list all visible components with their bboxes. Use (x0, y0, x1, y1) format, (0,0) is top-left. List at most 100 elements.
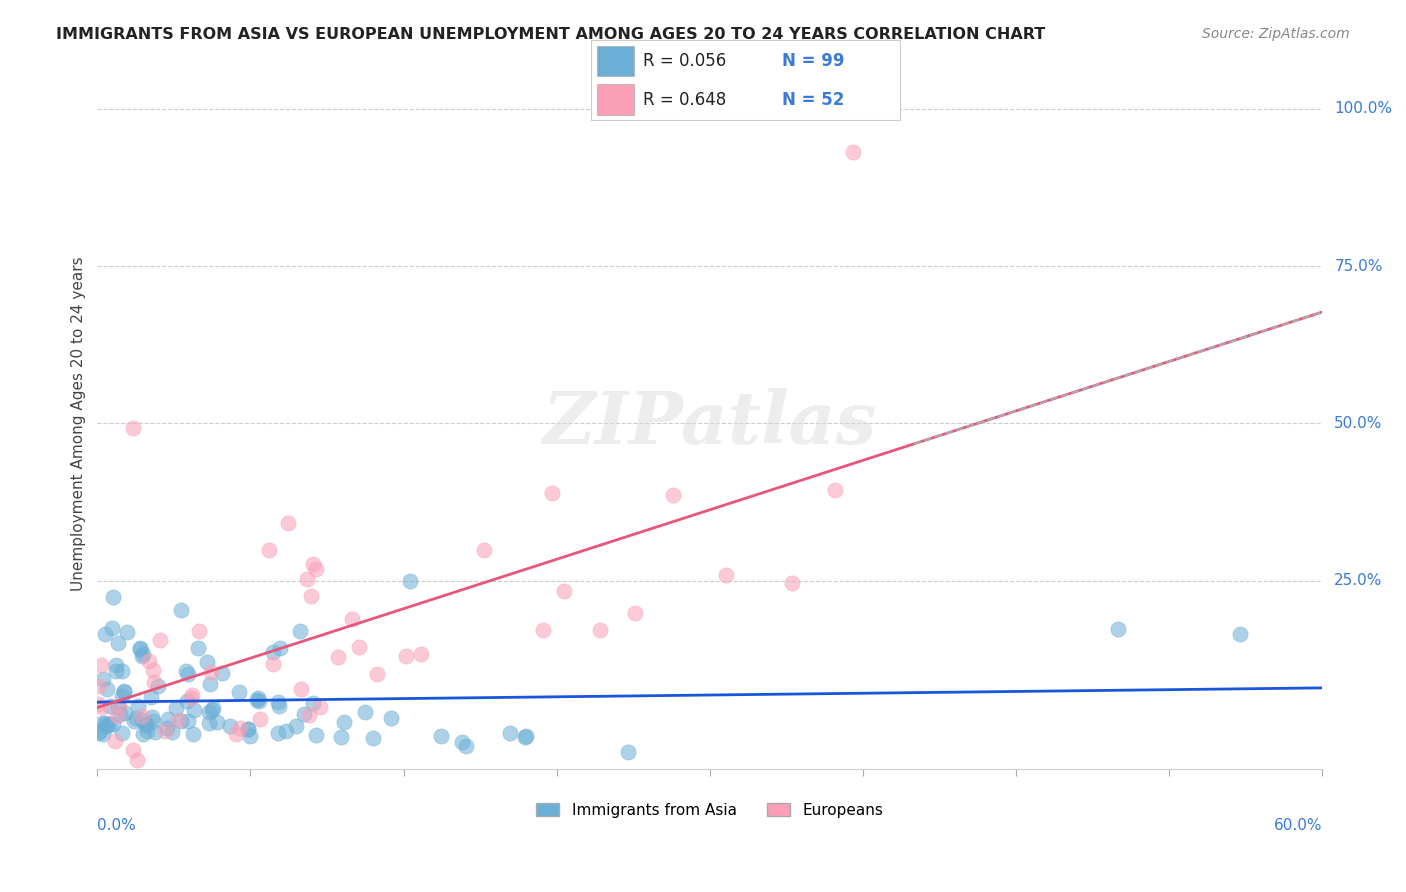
Point (141, 690, 163, 704)
Point (454, 739, 477, 753)
Point (780, 576, 803, 591)
Point (128, 640, 150, 655)
Point (450, 735, 472, 749)
Point (135, 724, 157, 739)
Point (531, 623, 554, 637)
Point (624, 607, 647, 621)
Point (301, 557, 323, 571)
Point (176, 694, 198, 708)
Point (267, 698, 290, 713)
Point (98, 699, 121, 714)
Point (111, 689, 134, 703)
Text: Source: ZipAtlas.com: Source: ZipAtlas.com (1202, 27, 1350, 41)
Point (94, 717, 117, 731)
Point (824, 483, 846, 498)
Point (269, 641, 291, 656)
Point (122, 714, 145, 729)
Point (96, 681, 118, 696)
Text: IMMIGRANTS FROM ASIA VS EUROPEAN UNEMPLOYMENT AMONG AGES 20 TO 24 YEARS CORRELAT: IMMIGRANTS FROM ASIA VS EUROPEAN UNEMPLO… (56, 27, 1046, 42)
Point (107, 700, 129, 714)
Point (90, 715, 112, 730)
Point (91, 699, 114, 714)
Point (89, 679, 111, 693)
Point (170, 714, 193, 728)
Point (1107, 622, 1129, 636)
Point (166, 713, 188, 727)
Text: 50.0%: 50.0% (1334, 416, 1382, 431)
Point (131, 709, 153, 723)
Point (262, 657, 284, 671)
Point (284, 719, 307, 733)
Point (211, 665, 233, 680)
Point (94, 627, 117, 641)
Legend: Immigrants from Asia, Europeans: Immigrants from Asia, Europeans (530, 797, 889, 824)
Point (187, 641, 209, 656)
Point (96, 719, 118, 733)
Text: ZIPatlas: ZIPatlas (543, 388, 877, 458)
Point (198, 676, 221, 690)
Point (246, 691, 269, 706)
Point (246, 692, 269, 706)
Point (430, 729, 453, 743)
Text: 75.0%: 75.0% (1334, 259, 1382, 274)
Point (257, 543, 280, 558)
Point (617, 745, 640, 759)
Point (841, 145, 863, 159)
Text: R = 0.056: R = 0.056 (643, 52, 727, 70)
Point (101, 716, 124, 731)
Point (93, 716, 115, 731)
Point (127, 753, 149, 767)
Point (114, 706, 136, 721)
Point (395, 649, 418, 664)
Point (188, 624, 211, 638)
Point (180, 688, 202, 702)
Point (195, 655, 218, 669)
Point (540, 485, 562, 500)
Point (110, 706, 132, 721)
Point (301, 589, 323, 603)
Point (201, 703, 224, 717)
Point (228, 685, 250, 699)
Point (103, 590, 125, 604)
Point (714, 567, 737, 582)
Point (90, 658, 112, 673)
FancyBboxPatch shape (596, 85, 634, 115)
Point (128, 642, 150, 657)
Point (662, 488, 685, 502)
Point (174, 665, 197, 679)
Point (111, 726, 134, 740)
Text: N = 52: N = 52 (782, 91, 845, 109)
Point (326, 649, 349, 664)
Point (298, 708, 321, 723)
Point (236, 723, 259, 737)
Point (160, 725, 183, 739)
Point (332, 715, 354, 730)
Point (89, 723, 111, 738)
Point (131, 714, 153, 728)
Point (398, 574, 420, 588)
Point (267, 695, 290, 709)
Point (143, 724, 166, 739)
Point (91, 672, 114, 686)
Point (219, 719, 242, 733)
Point (292, 706, 315, 721)
Point (329, 730, 352, 744)
Point (112, 685, 135, 699)
Point (589, 624, 612, 638)
Point (239, 729, 262, 743)
Point (165, 700, 187, 714)
Point (229, 722, 252, 736)
Point (236, 723, 259, 737)
Point (91, 727, 114, 741)
Point (125, 710, 148, 724)
Point (198, 705, 221, 719)
Point (295, 572, 318, 586)
Point (87, 726, 110, 740)
Point (127, 698, 149, 713)
Point (472, 543, 495, 558)
Point (104, 664, 127, 678)
Point (347, 640, 370, 655)
Point (353, 706, 375, 720)
Point (183, 703, 205, 717)
Text: N = 99: N = 99 (782, 52, 845, 70)
